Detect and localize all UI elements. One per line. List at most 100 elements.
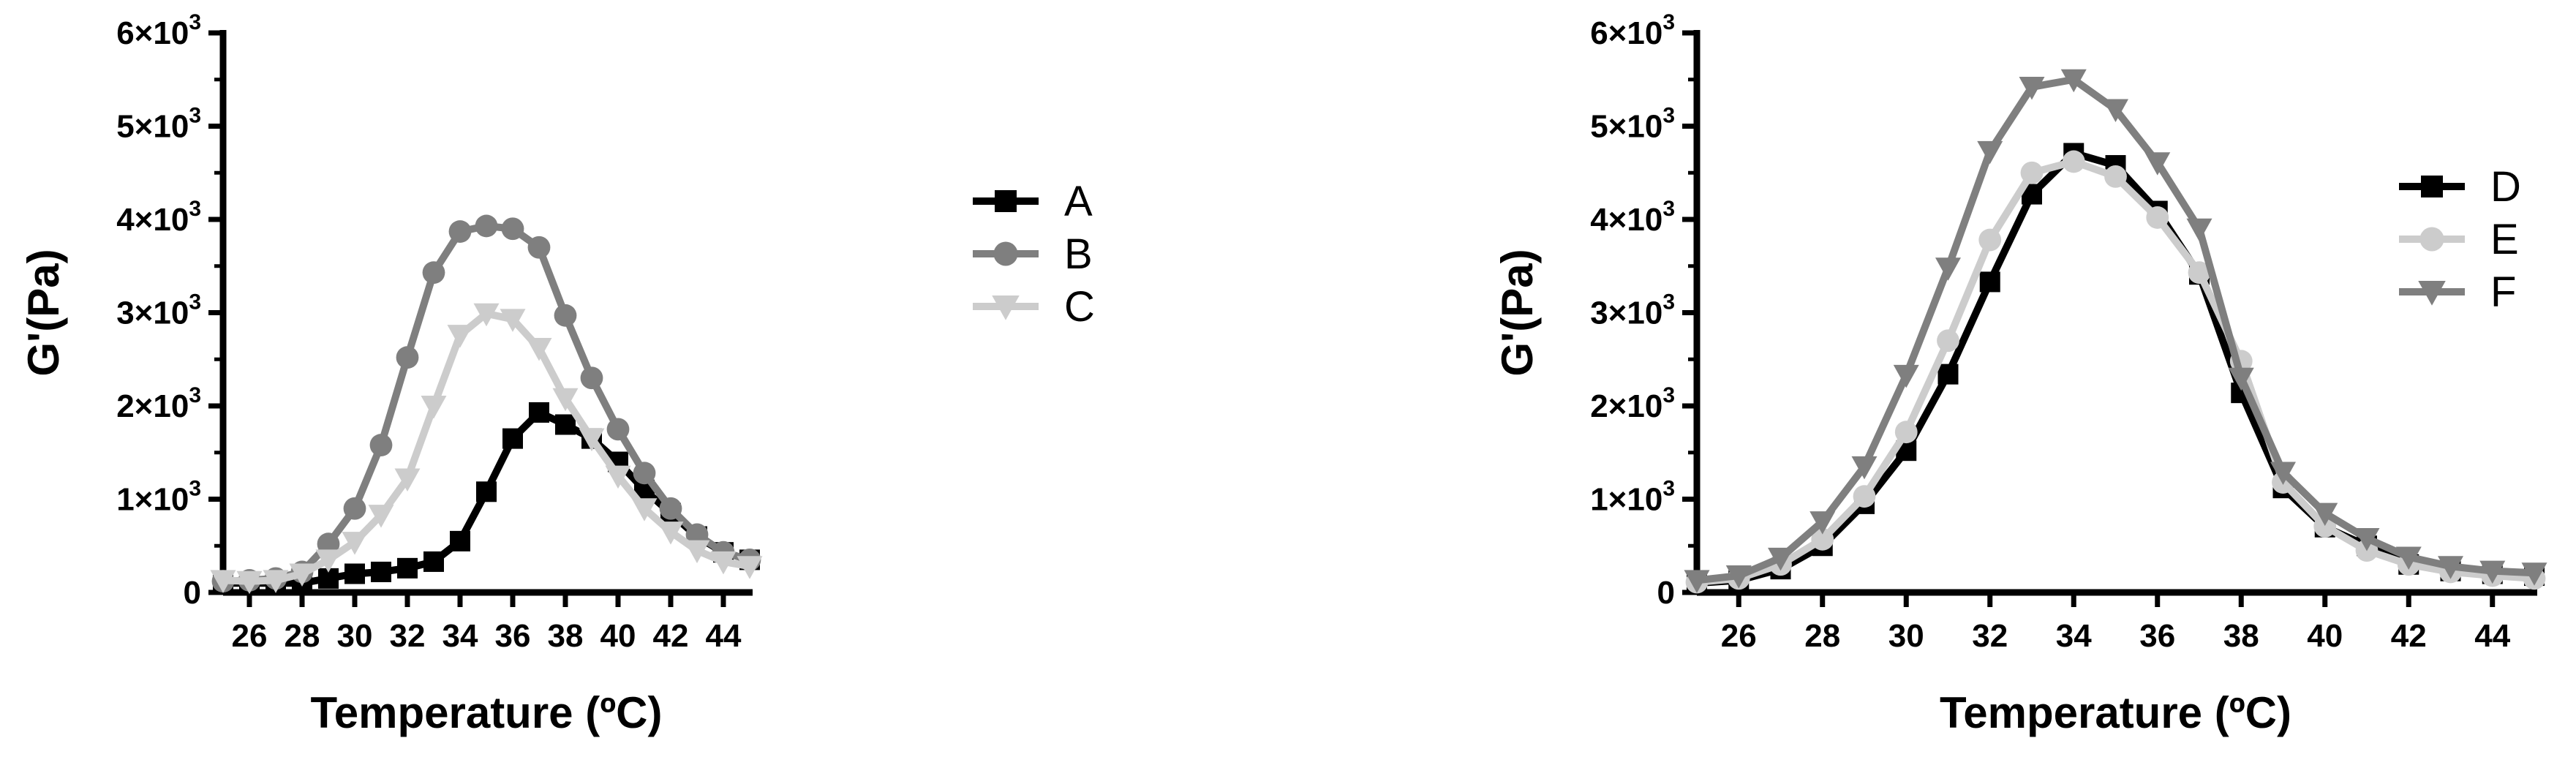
x-tick-label: 32 bbox=[390, 618, 426, 654]
data-point bbox=[555, 414, 576, 435]
data-point bbox=[476, 481, 497, 502]
y-tick-label: 5×103 bbox=[116, 104, 201, 145]
data-point bbox=[2060, 69, 2087, 93]
x-tick-label: 40 bbox=[600, 618, 636, 654]
data-point bbox=[1809, 511, 1836, 535]
x-tick-label: 36 bbox=[2139, 618, 2175, 654]
x-tick-label: 38 bbox=[548, 618, 584, 654]
data-point bbox=[371, 561, 391, 582]
x-tick-label: 30 bbox=[337, 618, 373, 654]
legend-label: A bbox=[1064, 178, 1093, 225]
series-line bbox=[1696, 75, 2535, 584]
data-point bbox=[1977, 140, 2003, 165]
data-point bbox=[2146, 206, 2169, 229]
data-point bbox=[995, 190, 1017, 212]
data-point bbox=[2419, 227, 2444, 252]
y-tick-label: 2×103 bbox=[1590, 383, 1675, 424]
data-point bbox=[421, 396, 447, 419]
x-tick-label: 42 bbox=[2391, 618, 2427, 654]
y-tick-label: 4×103 bbox=[1590, 197, 1675, 238]
data-point bbox=[394, 468, 421, 492]
data-point bbox=[579, 428, 605, 452]
x-tick-label: 36 bbox=[495, 618, 531, 654]
data-point bbox=[2144, 152, 2171, 176]
data-point bbox=[1937, 329, 1959, 353]
data-point bbox=[2188, 261, 2211, 285]
data-point bbox=[1725, 565, 1752, 589]
x-tick-label: 26 bbox=[1721, 618, 1757, 654]
legend-label: F bbox=[2490, 268, 2516, 316]
data-point bbox=[315, 549, 342, 573]
legend-entry-B: B bbox=[973, 230, 1093, 278]
data-point bbox=[2438, 556, 2463, 579]
data-point bbox=[2062, 150, 2085, 173]
y-tick-label: 0 bbox=[184, 575, 201, 611]
data-point bbox=[1853, 485, 1876, 508]
data-point bbox=[1851, 456, 1878, 480]
data-point bbox=[659, 497, 682, 520]
legend-entry-E: E bbox=[2399, 216, 2519, 263]
data-point bbox=[289, 563, 315, 587]
data-point bbox=[606, 418, 630, 441]
y-tick-label: 6×103 bbox=[1590, 10, 1675, 51]
data-point bbox=[633, 462, 656, 485]
y-axis-title: G'(Pa) bbox=[1493, 249, 1542, 376]
data-point bbox=[473, 303, 500, 327]
data-point bbox=[369, 434, 393, 456]
legend-label: E bbox=[2490, 216, 2519, 263]
x-tick-label: 34 bbox=[442, 618, 478, 654]
y-tick-label: 2×103 bbox=[116, 383, 201, 424]
x-tick-label: 28 bbox=[285, 618, 320, 654]
y-tick-label: 6×103 bbox=[116, 10, 201, 51]
legend-entry-A: A bbox=[973, 178, 1093, 225]
data-point bbox=[2354, 528, 2380, 551]
data-point bbox=[1811, 527, 1834, 551]
data-point bbox=[2479, 560, 2506, 584]
data-point bbox=[1937, 364, 1959, 385]
data-point bbox=[423, 551, 444, 572]
data-point bbox=[529, 402, 549, 423]
data-point bbox=[580, 366, 603, 390]
chart-left: 26 28 30 32 34 36 38 40 42 44 0 1×103 2×103 3×103 4×10… bbox=[19, 10, 1095, 737]
data-point bbox=[502, 428, 523, 449]
x-tick-label: 38 bbox=[2223, 618, 2259, 654]
data-point bbox=[1893, 364, 1919, 388]
y-tick-label: 3×103 bbox=[1590, 290, 1675, 331]
data-point bbox=[1894, 421, 1918, 444]
data-point bbox=[710, 551, 737, 575]
data-point bbox=[631, 498, 658, 521]
legend-entry-C: C bbox=[973, 283, 1095, 331]
y-axis-title: G'(Pa) bbox=[19, 249, 68, 376]
data-point bbox=[684, 540, 710, 564]
x-tick-label: 40 bbox=[2307, 618, 2343, 654]
y-tick-label: 1×103 bbox=[116, 477, 201, 518]
data-point bbox=[501, 217, 524, 241]
data-point bbox=[605, 465, 631, 489]
data-point bbox=[2228, 367, 2254, 391]
x-tick-label: 26 bbox=[232, 618, 268, 654]
series-F bbox=[1684, 69, 2547, 593]
data-point bbox=[2270, 462, 2296, 486]
data-point bbox=[500, 309, 526, 332]
y-tick-label: 1×103 bbox=[1590, 477, 1675, 518]
data-point bbox=[2103, 99, 2128, 123]
data-point bbox=[2019, 76, 2045, 100]
legend-entry-D: D bbox=[2399, 163, 2521, 211]
data-point bbox=[552, 388, 579, 412]
data-point bbox=[1978, 228, 2002, 252]
data-point bbox=[2421, 176, 2443, 197]
data-point bbox=[527, 236, 551, 259]
legend-label: B bbox=[1064, 230, 1093, 278]
y-tick-label: 0 bbox=[1657, 575, 1675, 611]
data-point bbox=[2521, 562, 2547, 586]
data-point bbox=[263, 570, 289, 593]
data-point bbox=[2418, 281, 2446, 306]
data-point bbox=[210, 570, 236, 593]
chart-right: 26 28 30 32 34 36 38 40 42 44 0 1×103 2×103 3×103 4×10… bbox=[1493, 10, 2547, 737]
data-point bbox=[1768, 547, 1793, 571]
x-tick-label: 44 bbox=[706, 618, 742, 654]
data-point bbox=[993, 241, 1018, 266]
data-point bbox=[344, 563, 365, 584]
data-point bbox=[368, 505, 394, 528]
data-point bbox=[992, 295, 1020, 320]
